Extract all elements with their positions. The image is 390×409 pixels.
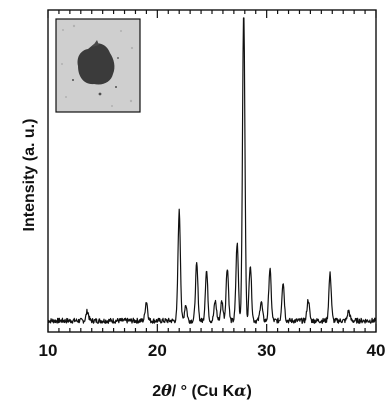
x-tick-label: 40	[367, 341, 386, 360]
y-axis-title: Intensity (a. u.)	[21, 119, 38, 232]
x-axis-title: 2θ/ ° (Cu Kα)	[152, 381, 252, 400]
x-tick-label: 30	[257, 341, 276, 360]
x-axis-title-alpha: α	[234, 381, 246, 400]
x-axis-title-prefix: 2	[152, 383, 161, 400]
diffraction-pattern-line	[47, 17, 377, 324]
sample-pellet	[77, 43, 115, 85]
inset-photo	[55, 18, 141, 113]
inset-photo-texture	[61, 24, 134, 107]
x-tick-label: 10	[39, 341, 58, 360]
x-axis-ticks	[47, 10, 377, 332]
x-axis-title-middle: / ° (Cu K	[172, 383, 235, 400]
sample-scattered-grains	[72, 57, 119, 96]
x-axis-title-suffix: )	[246, 383, 251, 400]
x-tick-label: 20	[148, 341, 167, 360]
x-axis-title-theta: θ	[161, 381, 172, 400]
sample-pellet-flake	[92, 40, 99, 47]
x-axis-tick-labels: 10 20 30 40	[39, 341, 386, 360]
